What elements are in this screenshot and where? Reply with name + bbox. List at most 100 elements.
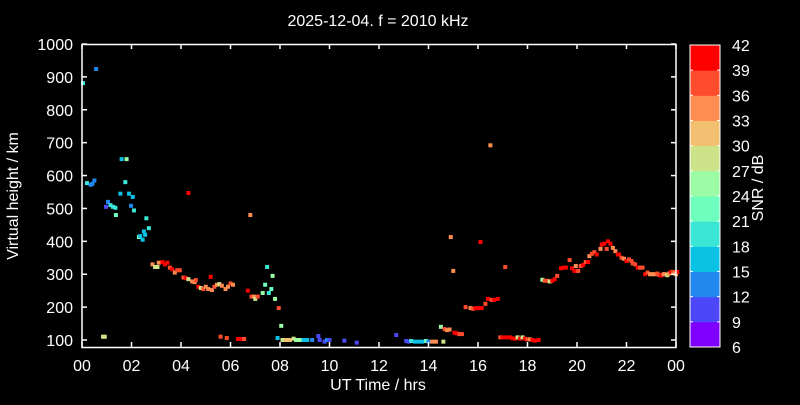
data-points [80, 66, 680, 345]
data-point [284, 338, 289, 342]
data-point [130, 194, 135, 199]
data-point [177, 268, 182, 273]
data-point [430, 339, 435, 344]
data-point [118, 191, 123, 196]
data-point [181, 275, 186, 280]
colorbar-band [690, 221, 720, 247]
data-point [186, 277, 191, 282]
data-point [558, 266, 563, 271]
data-point [170, 267, 175, 272]
data-point [301, 338, 306, 342]
data-point [196, 284, 201, 289]
data-point [447, 327, 452, 332]
data-point [245, 288, 250, 293]
data-point [297, 338, 302, 342]
data-point [605, 239, 610, 244]
data-point [483, 301, 488, 306]
data-point [638, 265, 643, 270]
y-tick-label: 700 [46, 136, 73, 153]
data-point [550, 278, 555, 283]
data-point [454, 331, 459, 336]
x-tick-label: 20 [568, 358, 586, 375]
colorbar-band [690, 120, 720, 147]
data-point [503, 264, 508, 269]
data-point [416, 339, 421, 344]
data-point [108, 203, 113, 208]
data-point [445, 328, 450, 333]
data-point [208, 274, 213, 279]
data-point [640, 265, 645, 270]
data-point [265, 264, 270, 269]
colorbar-band [690, 196, 720, 222]
data-point [675, 269, 680, 274]
data-point [342, 338, 347, 343]
data-point [451, 268, 456, 273]
y-axis: 100 200 300 400 500 600 700 800 900 1000 [37, 37, 676, 350]
data-point [325, 338, 330, 342]
data-point [412, 339, 417, 344]
data-point [190, 279, 195, 284]
data-point [105, 199, 110, 204]
data-point [622, 256, 627, 261]
data-point [143, 232, 148, 237]
data-point [276, 306, 281, 311]
data-point [624, 259, 629, 264]
x-tick-label: 12 [370, 358, 388, 375]
data-point [561, 265, 566, 270]
data-point [322, 339, 327, 344]
data-point [530, 338, 535, 342]
data-point [316, 334, 321, 339]
data-point [613, 249, 618, 254]
data-point [238, 337, 243, 342]
data-point [523, 336, 528, 341]
data-point [518, 336, 523, 341]
data-point [223, 287, 228, 292]
colorbar-band [690, 246, 720, 272]
x-tick-label: 08 [271, 358, 289, 375]
data-point [270, 273, 275, 278]
data-point [498, 335, 503, 340]
data-point [662, 272, 667, 277]
data-point [198, 286, 203, 291]
colorbar-tick-label: 27 [732, 164, 750, 181]
data-point [476, 306, 480, 311]
colorbar-band [690, 45, 720, 71]
y-tick-label: 600 [46, 169, 73, 186]
data-point [576, 268, 581, 273]
data-point [643, 272, 648, 277]
data-point [172, 270, 177, 275]
data-point [479, 306, 484, 311]
data-point [310, 338, 315, 342]
data-point [228, 281, 233, 286]
data-point [532, 338, 537, 343]
data-point [235, 337, 240, 342]
data-point [420, 339, 425, 344]
data-point [141, 229, 146, 234]
snr-colorbar: 6 9 12 15 18 21 24 27 30 33 36 39 42 [689, 38, 750, 357]
colorbar-band [690, 70, 720, 96]
data-point [123, 180, 128, 185]
data-point [441, 339, 446, 344]
data-point [478, 239, 483, 244]
data-point [645, 270, 650, 275]
data-point [619, 255, 624, 260]
data-point [253, 296, 258, 301]
colorbar-tick-label: 33 [732, 114, 750, 131]
data-point [156, 260, 161, 265]
data-point [279, 323, 284, 328]
data-point [555, 273, 560, 278]
y-axis-label: Virtual height / km [5, 132, 22, 260]
data-point [214, 282, 219, 287]
data-point [424, 338, 429, 343]
colorbar-tick-label: 39 [732, 63, 750, 80]
colorbar-band [690, 271, 720, 298]
data-point [394, 333, 399, 338]
data-point [442, 327, 447, 332]
data-point [527, 337, 532, 342]
data-point [542, 278, 547, 283]
data-point [291, 336, 296, 341]
data-point [144, 216, 149, 221]
data-point [581, 263, 586, 268]
data-point [409, 338, 414, 343]
y-tick-label: 500 [46, 201, 73, 218]
